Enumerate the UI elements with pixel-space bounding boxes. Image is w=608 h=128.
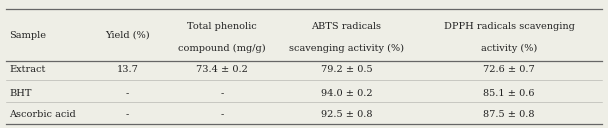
- Text: ABTS radicals: ABTS radicals: [311, 22, 382, 31]
- Text: 72.6 ± 0.7: 72.6 ± 0.7: [483, 65, 535, 74]
- Text: Total phenolic: Total phenolic: [187, 22, 257, 31]
- Text: BHT: BHT: [9, 89, 32, 98]
- Text: DPPH radicals scavenging: DPPH radicals scavenging: [444, 22, 575, 31]
- Text: 73.4 ± 0.2: 73.4 ± 0.2: [196, 65, 248, 74]
- Text: 94.0 ± 0.2: 94.0 ± 0.2: [321, 89, 372, 98]
- Text: -: -: [126, 110, 130, 119]
- Text: -: -: [220, 110, 224, 119]
- Text: 85.1 ± 0.6: 85.1 ± 0.6: [483, 89, 535, 98]
- Text: -: -: [220, 89, 224, 98]
- Text: Sample: Sample: [9, 31, 46, 40]
- Text: Yield (%): Yield (%): [105, 31, 150, 40]
- Text: 79.2 ± 0.5: 79.2 ± 0.5: [321, 65, 372, 74]
- Text: 13.7: 13.7: [117, 65, 139, 74]
- Text: activity (%): activity (%): [481, 43, 537, 53]
- Text: Ascorbic acid: Ascorbic acid: [9, 110, 76, 119]
- Text: compound (mg/g): compound (mg/g): [178, 43, 266, 53]
- Text: -: -: [126, 89, 130, 98]
- Text: 92.5 ± 0.8: 92.5 ± 0.8: [321, 110, 372, 119]
- Text: Extract: Extract: [9, 65, 46, 74]
- Text: 87.5 ± 0.8: 87.5 ± 0.8: [483, 110, 535, 119]
- Text: scavenging activity (%): scavenging activity (%): [289, 43, 404, 53]
